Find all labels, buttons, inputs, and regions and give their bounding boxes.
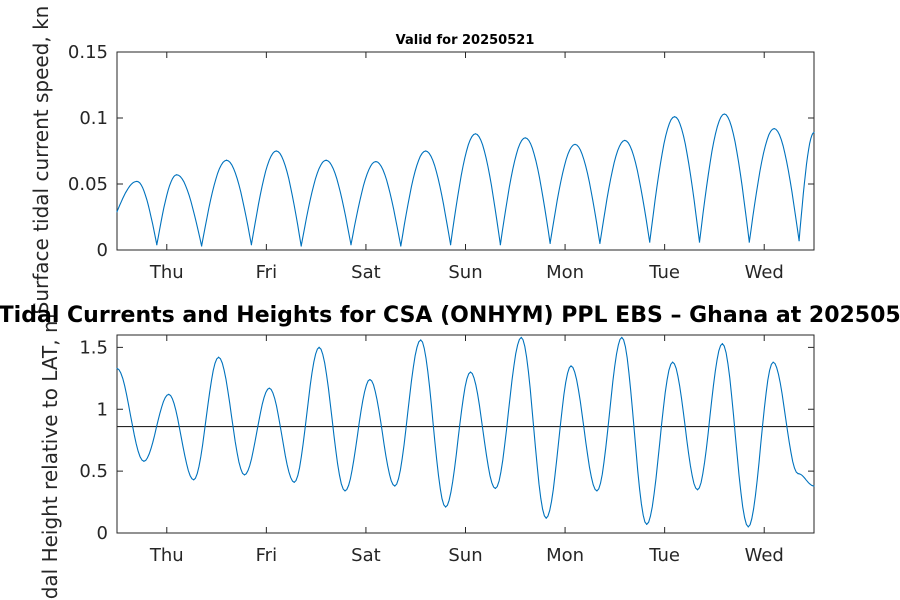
tidal-height-xtick-label: Fri [256, 545, 277, 566]
tidal-height-xtick-label: Sat [351, 545, 381, 566]
current-speed-panel: 0 0.05 0.1 0.15 Thu Fri Sat Sun Mon Tue Wed Valid … [29, 6, 815, 315]
current-speed-ylabel: Surface tidal current speed, kn [29, 6, 53, 315]
tidal-height-ytick-label: 0 [97, 523, 108, 544]
tidal-height-xtick-label: Mon [546, 545, 584, 566]
current-speed-ytick-label: 0.1 [79, 108, 108, 129]
tidal-height-title: Tidal Currents and Heights for CSA (ONHY… [0, 303, 900, 328]
tidal-height-xtick-label: Sun [448, 545, 482, 566]
current-speed-ytick-label: 0.15 [68, 42, 108, 63]
current-speed-xtick-label: Wed [745, 262, 784, 283]
tidal-height-plot-area [116, 334, 815, 534]
current-speed-series-line [116, 113, 815, 247]
tidal-height-ytick-label: 1.5 [79, 337, 108, 358]
current-speed-title: Valid for 20250521 [396, 33, 535, 48]
current-speed-xtick-label: Mon [546, 262, 584, 283]
current-speed-ytick-label: 0 [97, 240, 108, 261]
tidal-height-ticks: 0 0.5 1 1.5 Thu Fri Sat Sun Mon Tue Wed [79, 335, 815, 566]
tidal-height-ytick-label: 0.5 [79, 461, 108, 482]
current-speed-xtick-label: Sat [351, 262, 381, 283]
current-speed-xtick-label: Sun [448, 262, 482, 283]
current-speed-plot-area [116, 51, 815, 251]
tidal-height-ylabel: Tidal Height relative to LAT, m [38, 314, 62, 600]
current-speed-ticks: 0 0.05 0.1 0.15 Thu Fri Sat Sun Mon Tue Wed [68, 42, 815, 283]
tidal-height-series-line [116, 336, 815, 528]
tidal-height-xtick-label: Tue [648, 545, 680, 566]
tidal-height-xtick-label: Wed [745, 545, 784, 566]
tidal-height-panel: 0 0.5 1 1.5 Thu Fri Sat Sun Mon Tue Wed Tidal Heig… [0, 303, 900, 600]
tidal-height-xtick-label: Thu [149, 545, 184, 566]
current-speed-xtick-label: Tue [648, 262, 680, 283]
current-speed-xtick-label: Fri [256, 262, 277, 283]
current-speed-ytick-label: 0.05 [68, 174, 108, 195]
current-speed-xtick-label: Thu [149, 262, 184, 283]
tidal-height-ytick-label: 1 [97, 399, 108, 420]
